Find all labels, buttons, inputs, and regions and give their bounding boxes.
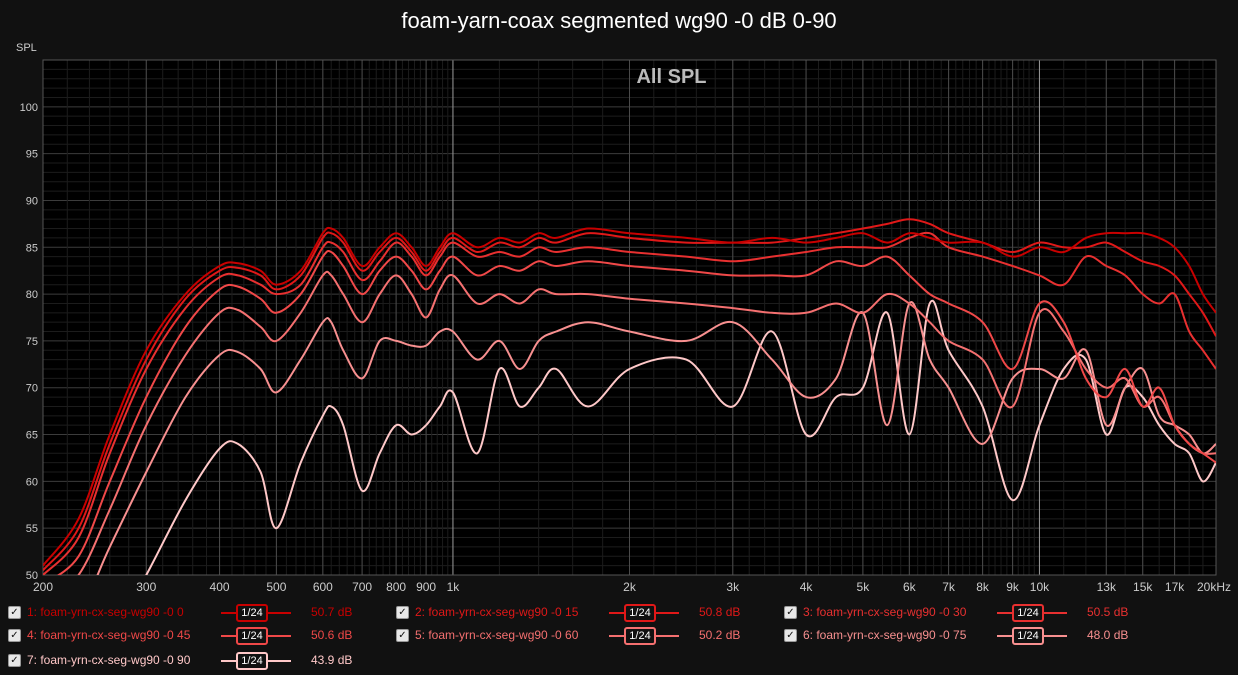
legend-series-name: 2: foam-yrn-cx-seg-wg90 -0 15 bbox=[415, 605, 579, 619]
legend-checkbox[interactable]: ✓ bbox=[784, 605, 797, 619]
smoothing-label: 1/24 bbox=[236, 627, 268, 645]
legend-series-name: 7: foam-yrn-cx-seg-wg90 -0 90 bbox=[27, 653, 191, 667]
smoothing-label: 1/24 bbox=[236, 652, 268, 670]
legend-item[interactable]: ✓ 7: foam-yrn-cx-seg-wg90 -0 90 1/24 43.9 d… bbox=[8, 650, 371, 670]
legend-series-name: 6: foam-yrn-cx-seg-wg90 -0 75 bbox=[803, 628, 967, 642]
smoothing-label: 1/24 bbox=[624, 604, 656, 622]
smoothing-indicator[interactable]: 1/24 bbox=[221, 604, 291, 622]
smoothing-indicator[interactable]: 1/24 bbox=[609, 627, 679, 645]
legend-level: 50.5 dB bbox=[1087, 605, 1129, 619]
series-line-3 bbox=[43, 231, 1216, 575]
legend-item[interactable]: ✓ 3: foam-yrn-cx-seg-wg90 -0 30 1/24 50.5 d… bbox=[784, 602, 1147, 622]
x-tick-label: 2k bbox=[623, 580, 637, 594]
y-axis-label: SPL bbox=[16, 42, 37, 54]
legend-level: 43.9 dB bbox=[311, 653, 353, 667]
x-tick-label: 500 bbox=[266, 580, 286, 594]
y-tick-label: 50 bbox=[26, 570, 38, 582]
series-line-2 bbox=[43, 218, 1216, 571]
legend-level: 50.7 dB bbox=[311, 605, 353, 619]
smoothing-label: 1/24 bbox=[624, 627, 656, 645]
legend-level: 50.2 dB bbox=[699, 628, 741, 642]
smoothing-indicator[interactable]: 1/24 bbox=[997, 604, 1067, 622]
x-tick-label: 5k bbox=[857, 580, 871, 594]
y-tick-label: 90 bbox=[26, 195, 38, 207]
legend-level: 50.8 dB bbox=[699, 605, 741, 619]
y-tick-label: 80 bbox=[26, 289, 38, 301]
y-tick-label: 60 bbox=[26, 476, 38, 488]
y-tick-label: 55 bbox=[26, 523, 38, 535]
x-tick-label: 10k bbox=[1030, 580, 1050, 594]
x-tick-label: 700 bbox=[352, 580, 372, 594]
x-tick-label: 400 bbox=[210, 580, 230, 594]
x-tick-label: 13k bbox=[1097, 580, 1117, 594]
y-tick-label: 75 bbox=[26, 336, 38, 348]
y-tick-label: 70 bbox=[26, 383, 38, 395]
smoothing-indicator[interactable]: 1/24 bbox=[997, 627, 1067, 645]
legend-checkbox[interactable]: ✓ bbox=[396, 628, 409, 642]
legend-checkbox[interactable]: ✓ bbox=[8, 605, 21, 619]
legend-checkbox[interactable]: ✓ bbox=[8, 653, 21, 667]
x-tick-label: 200 bbox=[33, 580, 53, 594]
x-tick-label: 6k bbox=[903, 580, 917, 594]
x-tick-label: 600 bbox=[313, 580, 333, 594]
x-tick-label: 7k bbox=[942, 580, 956, 594]
smoothing-label: 1/24 bbox=[1012, 604, 1044, 622]
legend-item[interactable]: ✓ 4: foam-yrn-cx-seg-wg90 -0 45 1/24 50.6 d… bbox=[8, 625, 371, 645]
legend-series-name: 4: foam-yrn-cx-seg-wg90 -0 45 bbox=[27, 628, 191, 642]
legend-item[interactable]: ✓ 5: foam-yrn-cx-seg-wg90 -0 60 1/24 50.2 d… bbox=[396, 625, 759, 645]
smoothing-indicator[interactable]: 1/24 bbox=[221, 652, 291, 670]
y-tick-label: 85 bbox=[26, 242, 38, 254]
legend-item[interactable]: ✓ 2: foam-yrn-cx-seg-wg90 -0 15 1/24 50.8 d… bbox=[396, 602, 759, 622]
series-line-5 bbox=[77, 270, 1216, 575]
x-tick-label: 9k bbox=[1006, 580, 1020, 594]
legend-checkbox[interactable]: ✓ bbox=[8, 628, 21, 642]
y-tick-label: 65 bbox=[26, 430, 38, 442]
y-tick-label: 100 bbox=[20, 102, 38, 114]
y-tick-label: 95 bbox=[26, 149, 38, 161]
x-tick-label: 1k bbox=[447, 580, 461, 594]
spl-chart: 50 55 60 65 70 75 80 85 90 95 100 200 300 400 500 600 70… bbox=[20, 59, 1231, 594]
legend-checkbox[interactable]: ✓ bbox=[396, 605, 409, 619]
x-tick-label: 300 bbox=[136, 580, 156, 594]
plot-subtitle: All SPL bbox=[636, 66, 706, 88]
series-line-7 bbox=[145, 299, 1216, 575]
x-tick-label: 15k bbox=[1133, 580, 1153, 594]
x-tick-label: 3k bbox=[726, 580, 740, 594]
x-tick-label: 20kHz bbox=[1197, 580, 1231, 594]
legend: ✓ 1: foam-yrn-cx-seg-wg90 -0 0 1/24 50.7 dB… bbox=[0, 600, 1238, 675]
legend-series-name: 1: foam-yrn-cx-seg-wg90 -0 0 bbox=[27, 605, 184, 619]
legend-item[interactable]: ✓ 6: foam-yrn-cx-seg-wg90 -0 75 1/24 48.0 d… bbox=[784, 625, 1147, 645]
x-tick-label: 900 bbox=[416, 580, 436, 594]
smoothing-indicator[interactable]: 1/24 bbox=[609, 604, 679, 622]
legend-level: 48.0 dB bbox=[1087, 628, 1129, 642]
legend-checkbox[interactable]: ✓ bbox=[784, 628, 797, 642]
plot-border bbox=[42, 59, 1217, 576]
legend-series-name: 5: foam-yrn-cx-seg-wg90 -0 60 bbox=[415, 628, 579, 642]
legend-series-name: 3: foam-yrn-cx-seg-wg90 -0 30 bbox=[803, 605, 967, 619]
x-tick-label: 4k bbox=[800, 580, 814, 594]
smoothing-indicator[interactable]: 1/24 bbox=[221, 627, 291, 645]
x-tick-label: 17k bbox=[1165, 580, 1185, 594]
legend-item[interactable]: ✓ 1: foam-yrn-cx-seg-wg90 -0 0 1/24 50.7 dB bbox=[8, 602, 371, 622]
x-tick-label: 8k bbox=[976, 580, 990, 594]
series-line-4 bbox=[56, 249, 1216, 575]
series-line-1 bbox=[43, 226, 1216, 567]
chart-title: foam-yarn-coax segmented wg90 -0 dB 0-90 bbox=[401, 8, 837, 33]
smoothing-label: 1/24 bbox=[1012, 627, 1044, 645]
legend-level: 50.6 dB bbox=[311, 628, 353, 642]
smoothing-label: 1/24 bbox=[236, 604, 268, 622]
x-tick-label: 800 bbox=[386, 580, 406, 594]
